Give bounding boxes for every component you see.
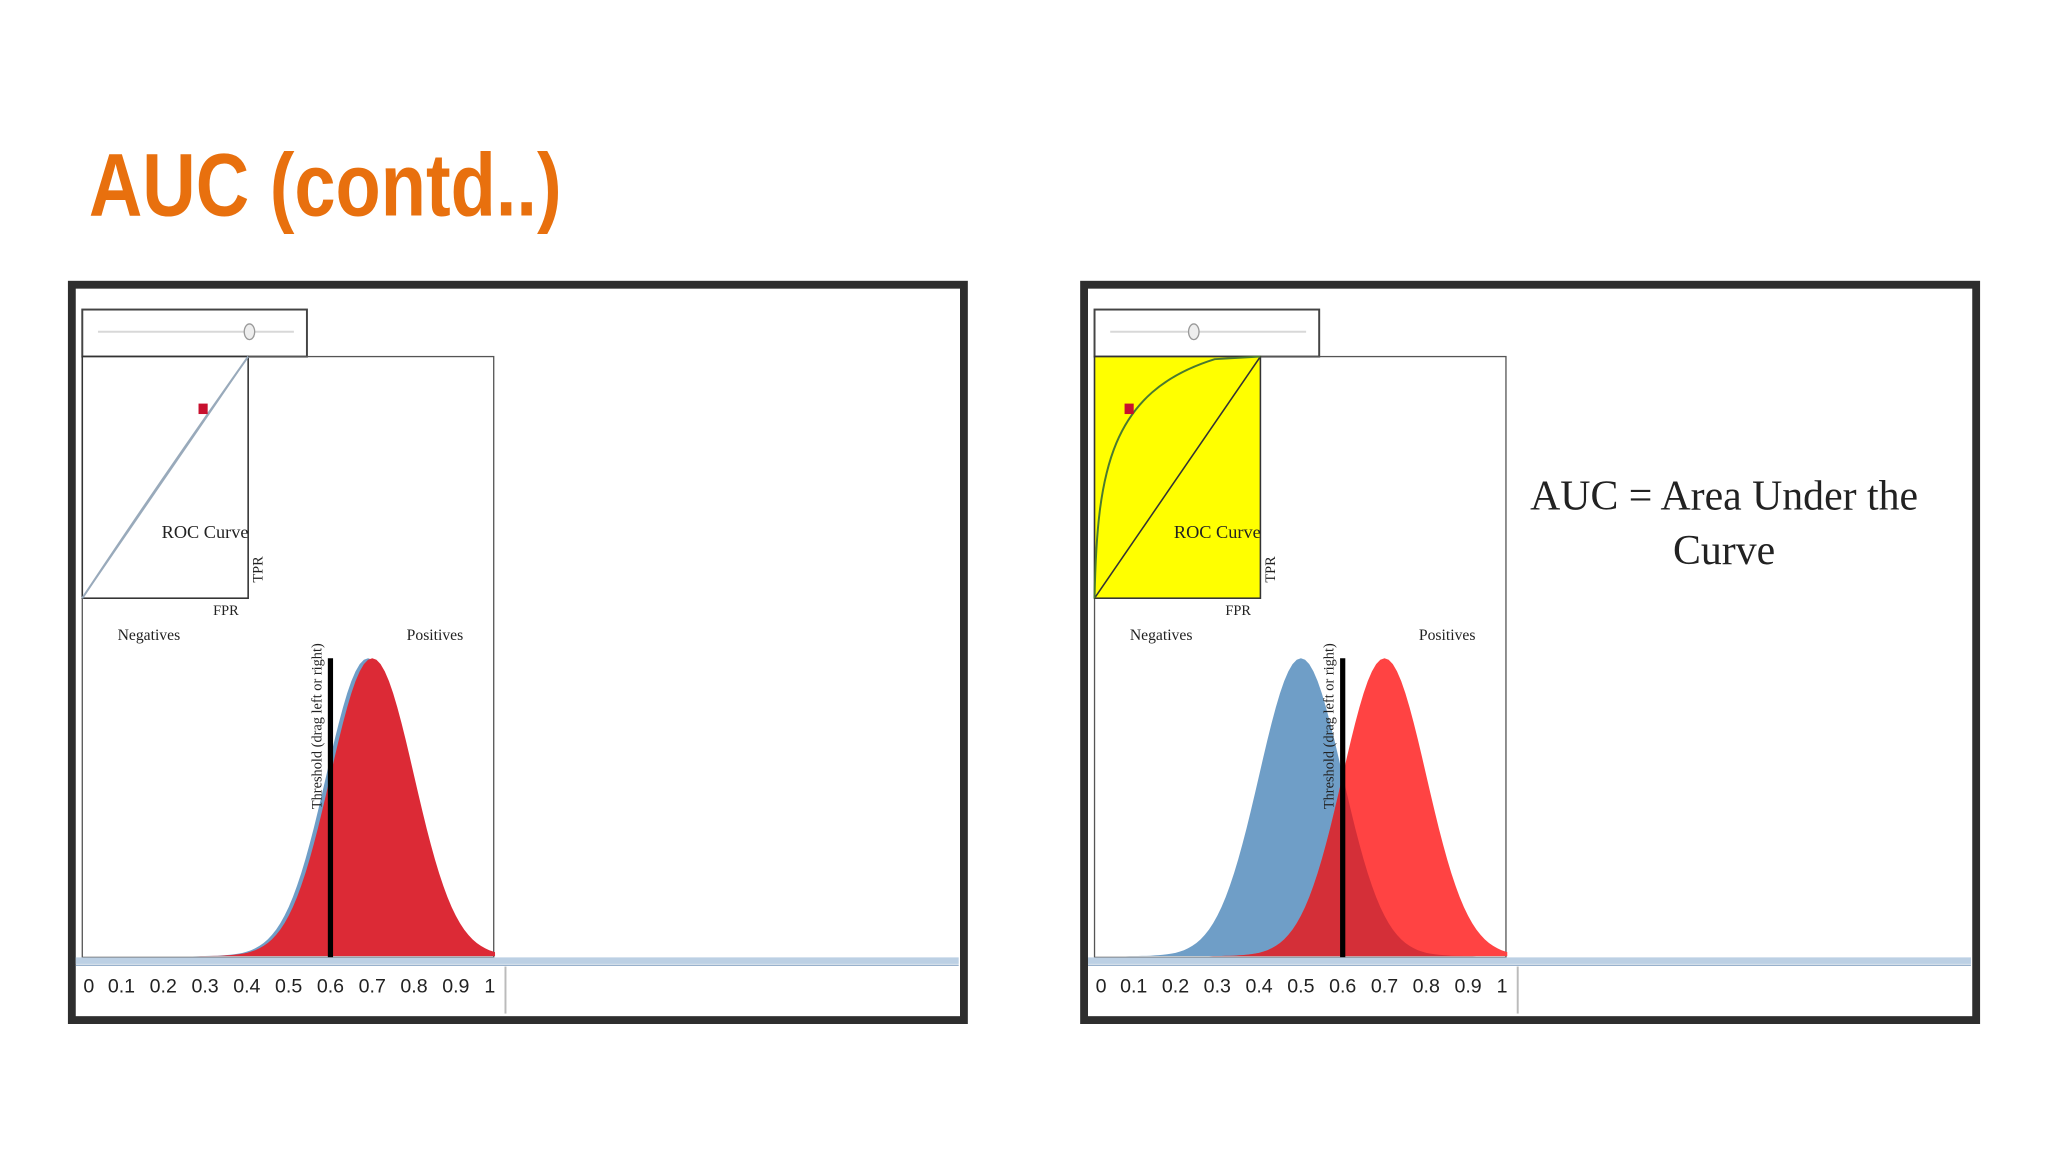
axis-baseline bbox=[1088, 957, 1971, 964]
slider-knob[interactable] bbox=[243, 323, 256, 341]
roc-point bbox=[1124, 403, 1134, 415]
axis-tick-label: 0.1 bbox=[1120, 976, 1147, 998]
distributions bbox=[82, 658, 496, 957]
slider-box bbox=[81, 308, 308, 358]
roc-label: ROC Curve bbox=[162, 522, 249, 542]
axis-tick-label: 0 bbox=[1096, 976, 1107, 998]
slider-knob[interactable] bbox=[1187, 323, 1200, 341]
positives-distribution bbox=[1094, 658, 1508, 957]
fpr-label: FPR bbox=[1225, 603, 1251, 619]
negatives-label: Negatives bbox=[1130, 627, 1193, 644]
axis-tick-label: 1 bbox=[484, 976, 495, 998]
axis-tick-label: 0.9 bbox=[442, 976, 469, 998]
roc-point bbox=[198, 403, 208, 415]
fpr-label: FPR bbox=[213, 603, 239, 619]
threshold-label: Threshold (drag left or right) bbox=[309, 643, 325, 809]
axis-tick-label: 0.4 bbox=[233, 976, 260, 998]
positives-label: Positives bbox=[407, 627, 464, 644]
negatives-label: Negatives bbox=[118, 627, 181, 644]
threshold-label: Threshold (drag left or right) bbox=[1322, 643, 1338, 809]
roc-label: ROC Curve bbox=[1174, 522, 1261, 542]
positives-label: Positives bbox=[1419, 627, 1476, 644]
axis-tick-label: 0.9 bbox=[1454, 976, 1481, 998]
axis-baseline bbox=[75, 957, 959, 964]
axis-tick-label: 0.8 bbox=[1413, 976, 1440, 998]
axis-tick-label: 0.2 bbox=[1162, 976, 1189, 998]
slider-box bbox=[1093, 308, 1321, 358]
axis-tick-label: 0.6 bbox=[317, 976, 344, 998]
axis-tick-label: 0.7 bbox=[359, 976, 386, 998]
axis-tick-label: 0.6 bbox=[1329, 976, 1356, 998]
overlap-region bbox=[1094, 775, 1508, 957]
positives-distribution bbox=[82, 658, 496, 957]
axis-tick-label: 0.3 bbox=[191, 976, 218, 998]
tpr-label: TPR bbox=[1263, 556, 1279, 583]
caption-line: AUC = Area Under the bbox=[1530, 473, 1918, 519]
tpr-label: TPR bbox=[251, 556, 267, 583]
axis-tick-label: 1 bbox=[1497, 976, 1508, 998]
axis-tick-label: 0.7 bbox=[1371, 976, 1398, 998]
negatives-distribution bbox=[1094, 658, 1508, 957]
roc-curve bbox=[81, 356, 249, 599]
axis-tick-label: 0.5 bbox=[1287, 976, 1314, 998]
axis-tick-label: 0.2 bbox=[150, 976, 177, 998]
axis-tick-label: 0.5 bbox=[275, 976, 302, 998]
distributions bbox=[1094, 658, 1508, 957]
slide-title: AUC (contd..) bbox=[89, 136, 562, 235]
axis-tick-label: 0.4 bbox=[1245, 976, 1272, 998]
axis-tick-label: 0 bbox=[83, 976, 94, 998]
axis-tick-label: 0.8 bbox=[400, 976, 427, 998]
roc-diagonal bbox=[1093, 356, 1262, 599]
axis-tick-label: 0.3 bbox=[1204, 976, 1231, 998]
roc-curve bbox=[1093, 355, 1261, 599]
axis-tick-label: 0.1 bbox=[108, 976, 135, 998]
caption-line: Curve bbox=[1673, 528, 1775, 574]
